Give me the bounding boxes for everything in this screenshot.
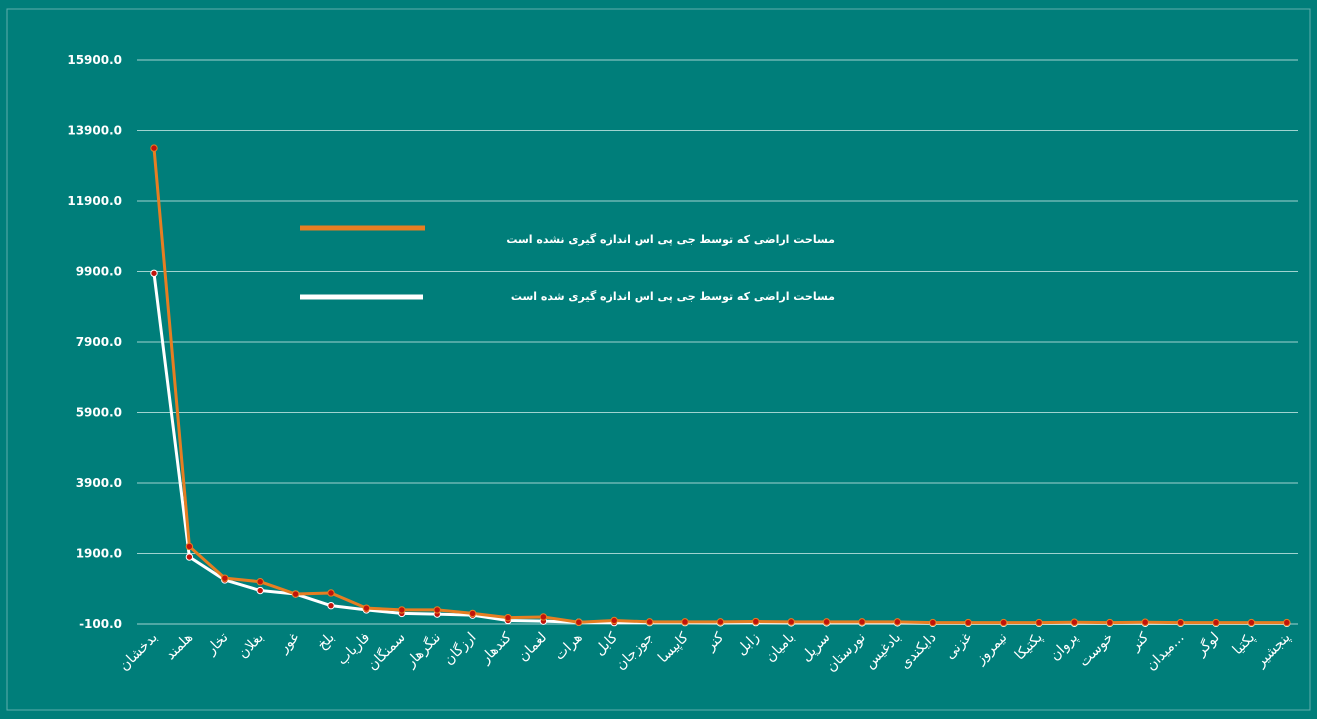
data-point [327,589,335,597]
data-point [681,618,689,626]
data-point [964,618,972,627]
data-point [1247,618,1256,627]
data-point [1070,618,1079,626]
data-point [1212,618,1220,627]
y-tick-label: -100.0 [79,617,122,631]
data-point [716,618,725,626]
data-point [150,269,158,277]
y-tick-label: 5900.0 [76,406,122,420]
data-point [433,606,441,614]
y-tick-label: 9900.0 [76,265,122,279]
data-point [185,553,194,561]
data-point [645,618,654,626]
legend: مساحت اراضی که توسط جی پی اس اندازه گیری… [300,225,835,303]
y-tick-label: 15900.0 [67,53,122,67]
y-tick-label: 7900.0 [76,335,122,349]
y-axis-ticks: -100.0 1900.0 3900.0 5900.0 7900.0 9900.0 1190… [67,53,122,631]
data-point [1176,618,1185,627]
data-point [787,618,795,626]
series-markers [150,144,1291,627]
plot-frame [6,8,1311,711]
data-point [1106,618,1114,627]
y-tick-label: 3900.0 [76,476,122,490]
data-point [539,613,548,621]
y-tick-label: 13900.0 [67,124,122,138]
data-point [752,617,760,626]
data-point [1283,618,1291,627]
data-point [398,606,406,614]
legend-label-measured: مساحت اراضی که توسط جی پی اس اندازه گیری… [511,290,835,303]
data-point [468,609,477,618]
y-tick-label: 11900.0 [67,194,122,208]
data-point [291,590,300,598]
data-point [893,618,902,626]
data-point [327,601,335,610]
data-point [256,586,264,595]
data-point [1035,618,1043,627]
data-point [150,144,158,152]
data-point [504,613,512,622]
data-point [185,542,194,551]
data-point [610,616,618,625]
legend-label-not-measured: مساحت اراضی که توسط جی پی اس اندازه گیری… [506,233,835,246]
data-point [822,618,831,626]
data-point [858,618,866,626]
data-point [362,604,371,612]
data-point [575,618,583,626]
data-point [256,578,264,586]
data-point [999,618,1008,627]
y-tick-label: 1900.0 [76,547,122,561]
data-point [221,574,229,582]
data-point [929,618,937,627]
data-point [1141,618,1149,626]
